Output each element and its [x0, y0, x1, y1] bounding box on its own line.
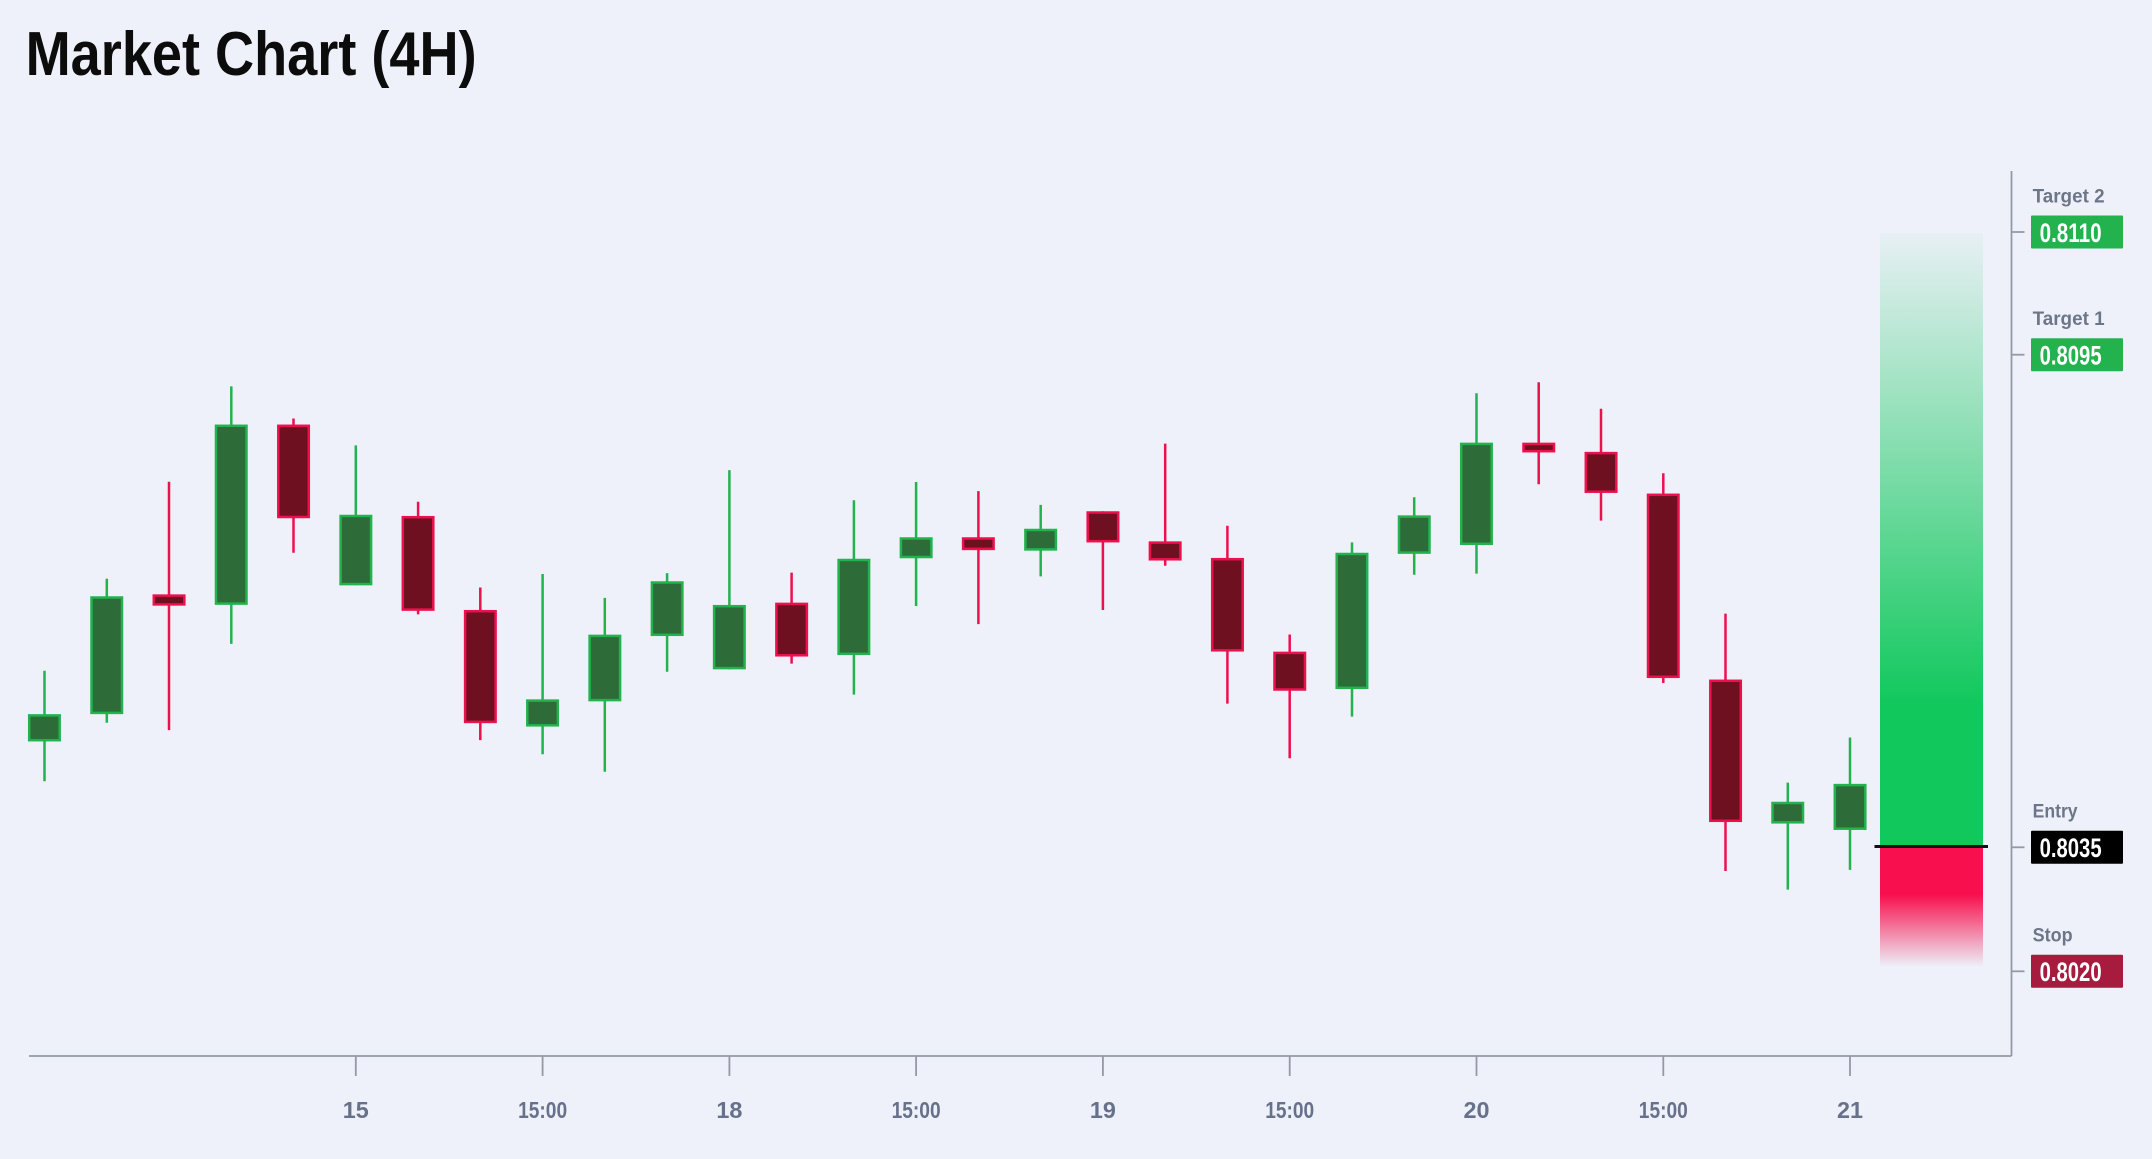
svg-text:15:00: 15:00 [518, 1097, 567, 1123]
svg-text:15:00: 15:00 [1639, 1097, 1688, 1123]
svg-text:21: 21 [1837, 1097, 1863, 1123]
svg-text:19: 19 [1090, 1097, 1116, 1123]
svg-text:0.8110: 0.8110 [2040, 218, 2102, 248]
svg-text:15: 15 [343, 1097, 369, 1123]
svg-text:15:00: 15:00 [1265, 1097, 1314, 1123]
svg-text:Target 2: Target 2 [2033, 186, 2105, 207]
svg-text:Market Chart (4H): Market Chart (4H) [26, 30, 477, 89]
svg-text:Entry: Entry [2033, 802, 2078, 823]
svg-text:Stop: Stop [2033, 926, 2073, 947]
svg-text:Target 1: Target 1 [2033, 309, 2105, 330]
svg-text:15:00: 15:00 [892, 1097, 941, 1123]
svg-text:18: 18 [716, 1097, 742, 1123]
svg-text:20: 20 [1464, 1097, 1490, 1123]
svg-text:0.8095: 0.8095 [2040, 341, 2102, 371]
svg-text:0.8035: 0.8035 [2040, 833, 2102, 863]
svg-text:0.8020: 0.8020 [2040, 957, 2102, 987]
